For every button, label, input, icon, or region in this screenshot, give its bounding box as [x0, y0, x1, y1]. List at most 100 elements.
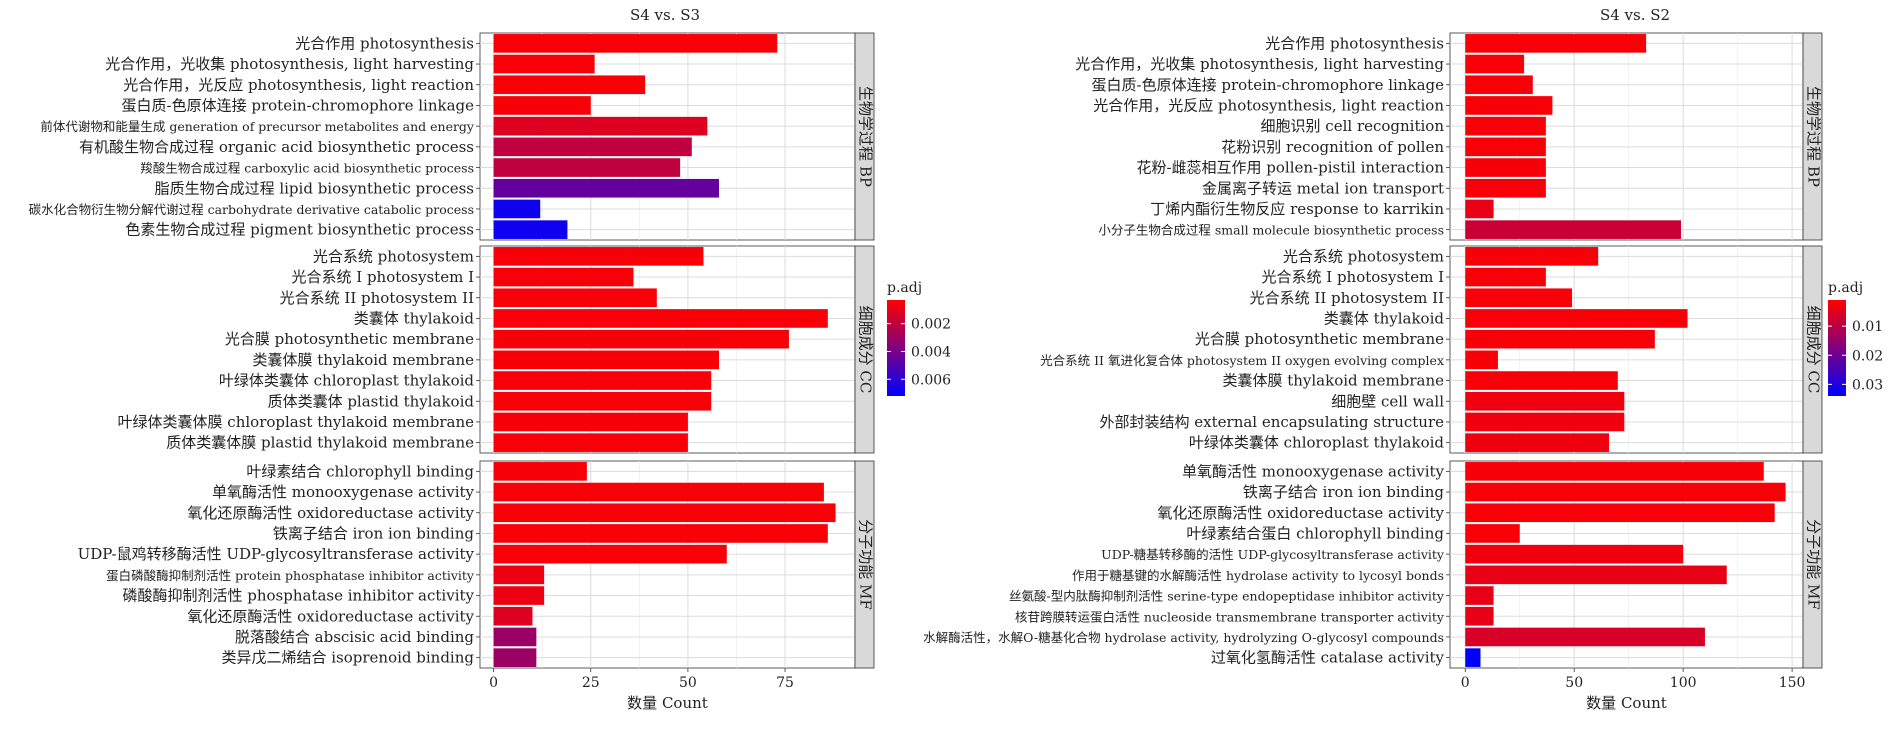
- category-label: 光合系统 I photosystem I: [291, 268, 474, 286]
- facet-1: 光合作用 photosynthesis 光合作用，光收集 photosynthes…: [1075, 32, 1823, 241]
- legend-tick-label: 0.02: [1852, 348, 1883, 364]
- bar: [493, 586, 545, 605]
- x-axis-label: 数量 Count: [1586, 694, 1667, 712]
- x-tick-label: 50: [1565, 675, 1583, 691]
- bar: [1465, 565, 1727, 585]
- category-label: 质体类囊体 plastid thylakoid: [268, 392, 475, 410]
- category-label: 花粉-雌蕊相互作用 pollen-pistil interaction: [1136, 159, 1444, 177]
- facet-2: 光合系统 photosystem 光合系统 I photosystem I 光合系统…: [1040, 245, 1823, 454]
- facet-strip: [854, 245, 875, 454]
- facet-strip-label: 生物学过程 BP: [1805, 86, 1823, 187]
- bar: [493, 503, 836, 523]
- bar: [1465, 482, 1786, 502]
- color-legend: p.adj 0.002 0.004 0.006: [887, 280, 951, 396]
- facet-3: 单氧酶活性 monooxygenase activity 铁离子结合 iron i…: [923, 460, 1823, 669]
- category-label: 羧酸生物合成过程 carboxylic acid biosynthetic pr…: [140, 161, 474, 176]
- facet-strip-label: 分子功能 MF: [1805, 519, 1823, 610]
- chart-title: S4 vs. S2: [1600, 6, 1670, 24]
- category-label: 核苷跨膜转运蛋白活性 nucleoside transmembrane tran…: [1015, 609, 1445, 624]
- category-label: 氧化还原酶活性 oxidoreductase activity: [1157, 504, 1444, 522]
- facet-strip-label: 细胞成分 CC: [1805, 306, 1823, 394]
- bar: [1465, 199, 1494, 219]
- bar: [493, 199, 541, 219]
- bar: [1465, 34, 1647, 53]
- facet-2: 光合系统 photosystem 光合系统 I photosystem I 光合系统…: [118, 245, 875, 454]
- category-label: 类囊体 thylakoid: [354, 309, 475, 327]
- category-label: 细胞壁 cell wall: [1331, 392, 1444, 410]
- category-label: 光合作用，光收集 photosynthesis, light harvestin…: [105, 55, 474, 73]
- category-label: 铁离子结合 iron ion binding: [273, 524, 475, 542]
- category-label: 叶绿体类囊体 chloroplast thylakoid: [219, 372, 475, 390]
- category-label: 外部封装结构 external encapsulating structure: [1100, 413, 1445, 431]
- category-label: 质体类囊体膜 plastid thylakoid membrane: [166, 434, 474, 452]
- category-label: 光合作用，光收集 photosynthesis, light harvestin…: [1075, 55, 1444, 73]
- category-label: 色素生物合成过程 pigment biosynthetic process: [125, 221, 474, 239]
- bar: [1465, 137, 1546, 157]
- bar: [1465, 350, 1498, 370]
- facet-strip-label: 生物学过程 BP: [857, 86, 875, 187]
- category-label: 光合作用 photosynthesis: [295, 34, 474, 52]
- category-label: 光合作用，光反应 photosynthesis, light reaction: [1093, 96, 1444, 114]
- legend-colorbar: [1828, 300, 1846, 396]
- bar: [493, 391, 712, 411]
- category-label: 小分子生物合成过程 small molecule biosynthetic pr…: [1098, 223, 1444, 238]
- facet-strip: [854, 32, 875, 241]
- legend-colorbar: [887, 300, 905, 396]
- x-tick-label: 75: [776, 675, 794, 691]
- chart-panel-2: S4 vs. S2 光合作用 photosynthesis 光合作用，光收集 pho…: [923, 6, 1883, 712]
- bar: [493, 247, 704, 266]
- bar: [493, 96, 591, 115]
- category-label: 光合系统 II photosystem II: [280, 289, 474, 307]
- category-label: 类异戊二烯结合 isoprenoid binding: [221, 649, 474, 667]
- chart-panel-1: S4 vs. S3 光合作用 photosynthesis 光合作用，光收集 pho…: [29, 6, 952, 712]
- bar: [493, 544, 727, 564]
- bar: [493, 329, 789, 349]
- category-label: UDP-鼠鸡转移酶活性 UDP-glycosyltransferase acti…: [78, 545, 475, 563]
- bar: [493, 371, 712, 390]
- facet-strip: [1802, 460, 1823, 669]
- category-label: 光合膜 photosynthetic membrane: [225, 330, 474, 348]
- category-label: 脂质生物合成过程 lipid biosynthetic process: [155, 179, 474, 197]
- bar: [1465, 586, 1494, 605]
- bar: [493, 524, 828, 543]
- x-tick-label: 0: [1461, 675, 1470, 691]
- bar: [493, 288, 657, 308]
- category-label: 光合系统 II 氧进化复合体 photosystem II oxygen evo…: [1040, 353, 1444, 368]
- bar: [493, 648, 537, 667]
- facet-strip: [1802, 245, 1823, 454]
- category-label: 类囊体膜 thylakoid membrane: [1222, 372, 1444, 390]
- bar: [493, 412, 688, 432]
- bar: [493, 565, 545, 585]
- bar: [1465, 462, 1764, 481]
- x-tick-label: 50: [679, 675, 697, 691]
- legend-tick-label: 0.03: [1852, 377, 1883, 393]
- category-label: 光合系统 photosystem: [1283, 247, 1444, 265]
- bar: [493, 54, 595, 74]
- bar: [493, 220, 568, 239]
- legend-title: p.adj: [1828, 280, 1863, 296]
- bar: [1465, 309, 1688, 328]
- category-label: 氧化还原酶活性 oxidoreductase activity: [187, 504, 474, 522]
- x-tick-label: 25: [582, 675, 600, 691]
- bar: [493, 309, 828, 328]
- legend-tick-label: 0.006: [911, 372, 951, 388]
- category-label: 磷酸酶抑制剂活性 phosphatase inhibitor activity: [122, 587, 474, 605]
- category-label: 氧化还原酶活性 oxidoreductase activity: [187, 607, 474, 625]
- bar: [1465, 412, 1625, 432]
- bar: [493, 75, 646, 95]
- category-label: 丝氨酸-型内肽酶抑制剂活性 serine-type endopeptidase …: [1009, 589, 1445, 604]
- category-label: 前体代谢物和能量生成 generation of precursor metab…: [40, 119, 475, 134]
- legend-title: p.adj: [887, 280, 922, 296]
- bar: [1465, 524, 1520, 543]
- bar: [1465, 503, 1775, 523]
- bar: [1465, 158, 1546, 177]
- category-label: 叶绿体类囊体膜 chloroplast thylakoid membrane: [118, 413, 475, 431]
- category-label: 蛋白质-色原体连接 protein-chromophore linkage: [1092, 76, 1445, 94]
- category-label: 丁烯内酯衍生物反应 response to karrikin: [1150, 200, 1444, 218]
- bar: [493, 462, 587, 481]
- bar: [1465, 371, 1618, 390]
- category-label: 类囊体 thylakoid: [1324, 309, 1445, 327]
- bar: [1465, 544, 1684, 564]
- bar: [1465, 606, 1494, 626]
- facet-strip: [1802, 32, 1823, 241]
